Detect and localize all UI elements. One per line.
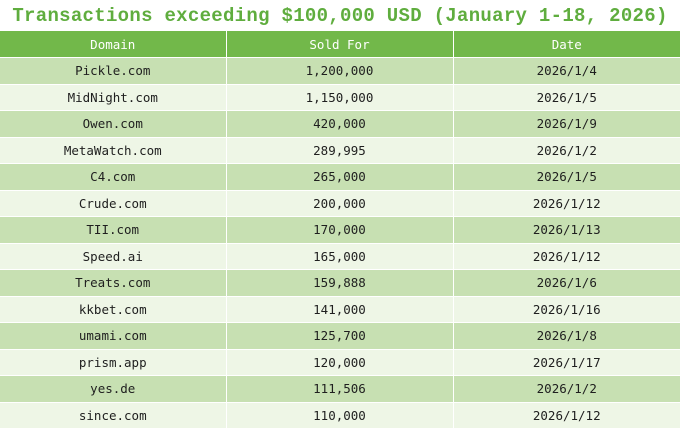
cell-sold-for: 200,000: [226, 190, 454, 217]
cell-domain: MidNight.com: [0, 84, 227, 111]
cell-sold-for: 170,000: [226, 216, 454, 244]
cell-sold-for: 420,000: [226, 110, 454, 138]
cell-domain: TII.com: [0, 216, 227, 244]
cell-domain: Crude.com: [0, 190, 227, 217]
table-row: yes.de 111,506 2026/1/2: [0, 375, 680, 403]
cell-date: 2026/1/5: [453, 163, 680, 191]
cell-date: 2026/1/13: [453, 216, 680, 244]
table-row: Treats.com 159,888 2026/1/6: [0, 269, 680, 297]
cell-domain: Speed.ai: [0, 243, 227, 270]
cell-domain: yes.de: [0, 375, 227, 403]
cell-sold-for: 110,000: [226, 402, 454, 429]
cell-sold-for: 265,000: [226, 163, 454, 191]
table-row: umami.com 125,700 2026/1/8: [0, 322, 680, 350]
cell-domain: prism.app: [0, 349, 227, 376]
cell-domain: umami.com: [0, 322, 227, 350]
table-row: Crude.com 200,000 2026/1/12: [0, 190, 680, 217]
cell-date: 2026/1/12: [453, 190, 680, 217]
cell-date: 2026/1/17: [453, 349, 680, 376]
cell-sold-for: 289,995: [226, 137, 454, 164]
table-row: MidNight.com 1,150,000 2026/1/5: [0, 84, 680, 111]
column-header-domain: Domain: [0, 31, 227, 58]
cell-sold-for: 141,000: [226, 296, 454, 323]
cell-date: 2026/1/8: [453, 322, 680, 350]
cell-domain: Owen.com: [0, 110, 227, 138]
cell-date: 2026/1/9: [453, 110, 680, 138]
cell-domain: MetaWatch.com: [0, 137, 227, 164]
cell-domain: kkbet.com: [0, 296, 227, 323]
table-row: prism.app 120,000 2026/1/17: [0, 349, 680, 376]
table-row: C4.com 265,000 2026/1/5: [0, 163, 680, 191]
cell-date: 2026/1/6: [453, 269, 680, 297]
cell-sold-for: 125,700: [226, 322, 454, 350]
cell-date: 2026/1/12: [453, 402, 680, 429]
column-header-sold-for: Sold For: [226, 31, 454, 58]
cell-sold-for: 1,150,000: [226, 84, 454, 111]
cell-domain: C4.com: [0, 163, 227, 191]
cell-sold-for: 111,506: [226, 375, 454, 403]
cell-date: 2026/1/2: [453, 375, 680, 403]
cell-domain: Pickle.com: [0, 57, 227, 85]
cell-sold-for: 120,000: [226, 349, 454, 376]
cell-domain: since.com: [0, 402, 227, 429]
cell-sold-for: 165,000: [226, 243, 454, 270]
table-row: Speed.ai 165,000 2026/1/12: [0, 243, 680, 270]
cell-date: 2026/1/16: [453, 296, 680, 323]
column-header-date: Date: [453, 31, 680, 58]
table-row: Pickle.com 1,200,000 2026/1/4: [0, 57, 680, 85]
transactions-table: Domain Sold For Date Pickle.com 1,200,000…: [0, 31, 680, 429]
table-row: MetaWatch.com 289,995 2026/1/2: [0, 137, 680, 164]
cell-date: 2026/1/12: [453, 243, 680, 270]
cell-date: 2026/1/5: [453, 84, 680, 111]
table-row: kkbet.com 141,000 2026/1/16: [0, 296, 680, 323]
cell-sold-for: 1,200,000: [226, 57, 454, 85]
cell-domain: Treats.com: [0, 269, 227, 297]
table-header-row: Domain Sold For Date: [0, 31, 680, 58]
table-row: TII.com 170,000 2026/1/13: [0, 216, 680, 244]
cell-date: 2026/1/2: [453, 137, 680, 164]
page-title: Transactions exceeding $100,000 USD (Jan…: [12, 5, 668, 27]
table-row: since.com 110,000 2026/1/12: [0, 402, 680, 429]
table-row: Owen.com 420,000 2026/1/9: [0, 110, 680, 138]
cell-date: 2026/1/4: [453, 57, 680, 85]
cell-sold-for: 159,888: [226, 269, 454, 297]
